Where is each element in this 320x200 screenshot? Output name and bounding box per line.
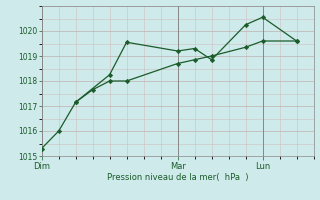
X-axis label: Pression niveau de la mer(  hPa  ): Pression niveau de la mer( hPa ) [107, 173, 248, 182]
